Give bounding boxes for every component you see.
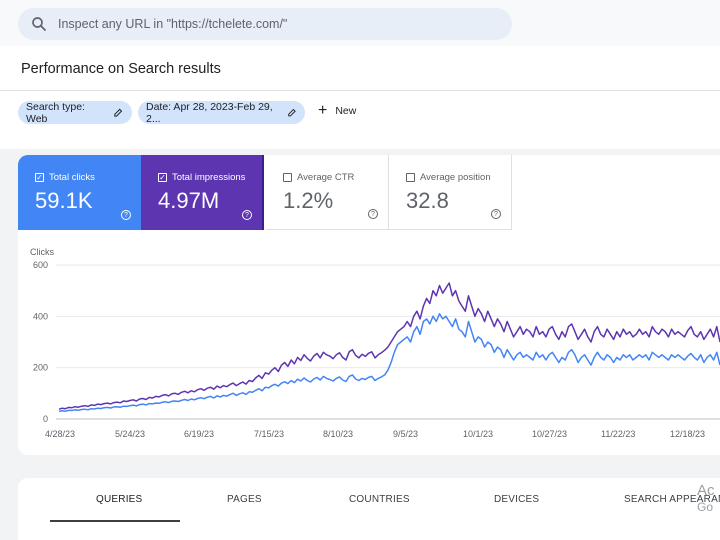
top-bar: Inspect any URL in "https://tchelete.com… <box>0 0 720 46</box>
page-header: Performance on Search results <box>0 46 720 91</box>
tab-countries[interactable]: COUNTRIES <box>349 494 410 505</box>
metric-total-clicks[interactable]: ✓ Total clicks 59.1K ? <box>18 155 141 230</box>
search-type-label: Search type: Web <box>26 100 85 125</box>
metric-value: 32.8 <box>406 188 449 213</box>
tab-search-appearance[interactable]: SEARCH APPEARANCE <box>624 494 720 505</box>
plus-icon: + <box>318 102 328 119</box>
x-tick-label: 8/10/23 <box>323 429 353 439</box>
y-tick-label: 600 <box>33 260 48 270</box>
metric-value: 1.2% <box>283 188 334 213</box>
edit-pencil-icon[interactable] <box>113 107 124 118</box>
help-icon[interactable]: ? <box>121 210 131 220</box>
tab-queries[interactable]: QUERIES <box>96 494 143 505</box>
page-title: Performance on Search results <box>21 61 221 77</box>
y-axis-label: Clicks <box>30 247 54 257</box>
new-filter-button[interactable]: + New <box>318 102 357 119</box>
metric-value: 4.97M <box>158 188 220 213</box>
checkbox-checked-icon[interactable]: ✓ <box>35 172 44 182</box>
x-tick-label: 10/27/23 <box>532 429 567 439</box>
x-tick-label: 4/28/23 <box>45 429 75 439</box>
search-placeholder[interactable]: Inspect any URL in "https://tchelete.com… <box>58 17 288 31</box>
checkbox-checked-icon[interactable]: ✓ <box>158 172 167 182</box>
metric-label: Average position <box>420 172 491 183</box>
date-range-label: Date: Apr 28, 2023-Feb 29, 2... <box>146 100 273 125</box>
metric-value: 59.1K <box>35 188 93 213</box>
active-tab-indicator <box>50 520 180 522</box>
x-tick-label: 7/15/23 <box>254 429 284 439</box>
metric-average-ctr[interactable]: Average CTR 1.2% ? <box>266 155 389 230</box>
x-tick-label: 10/1/23 <box>463 429 493 439</box>
metric-average-position[interactable]: Average position 32.8 ? <box>389 155 512 230</box>
search-type-chip[interactable]: Search type: Web <box>18 100 132 125</box>
search-icon <box>32 17 46 31</box>
metric-total-impressions[interactable]: ✓ Total impressions 4.97M ? <box>141 155 264 230</box>
filter-bar: Search type: Web Date: Apr 28, 2023-Feb … <box>0 91 720 149</box>
help-icon[interactable]: ? <box>242 210 252 220</box>
date-range-chip[interactable]: Date: Apr 28, 2023-Feb 29, 2... <box>138 100 305 125</box>
y-tick-label: 0 <box>43 414 48 424</box>
url-inspection-search[interactable]: Inspect any URL in "https://tchelete.com… <box>18 8 512 40</box>
performance-card: ✓ Total clicks 59.1K ? ✓ Total impressions… <box>18 155 720 455</box>
edit-pencil-icon[interactable] <box>287 107 297 118</box>
clicks-line <box>58 313 720 413</box>
impressions-line <box>58 282 720 410</box>
x-tick-label: 11/22/23 <box>601 429 635 439</box>
metric-label: Total impressions <box>172 172 246 183</box>
help-icon[interactable]: ? <box>368 209 378 219</box>
dimension-tabs: QUERIES PAGES COUNTRIES DEVICES SEARCH A… <box>18 478 720 540</box>
tab-devices[interactable]: DEVICES <box>494 494 540 505</box>
metric-label: Average CTR <box>297 172 355 183</box>
metric-label: Total clicks <box>49 172 95 183</box>
y-tick-label: 200 <box>33 363 48 373</box>
x-tick-label: 9/5/23 <box>393 429 418 439</box>
tab-pages[interactable]: PAGES <box>227 494 262 505</box>
windows-activation-watermark: Ac Go <box>697 482 715 514</box>
new-filter-label: New <box>335 105 357 117</box>
x-tick-label: 6/19/23 <box>184 429 214 439</box>
x-tick-label: 12/18/23 <box>670 429 705 439</box>
help-icon[interactable]: ? <box>491 209 501 219</box>
performance-chart: Clicks 600 400 200 0 4/28/23 5/24/23 6/19/23 7… <box>30 247 720 439</box>
y-tick-label: 400 <box>33 311 48 321</box>
x-tick-label: 5/24/23 <box>115 429 145 439</box>
checkbox-unchecked-icon[interactable] <box>406 173 415 182</box>
checkbox-unchecked-icon[interactable] <box>283 173 292 182</box>
